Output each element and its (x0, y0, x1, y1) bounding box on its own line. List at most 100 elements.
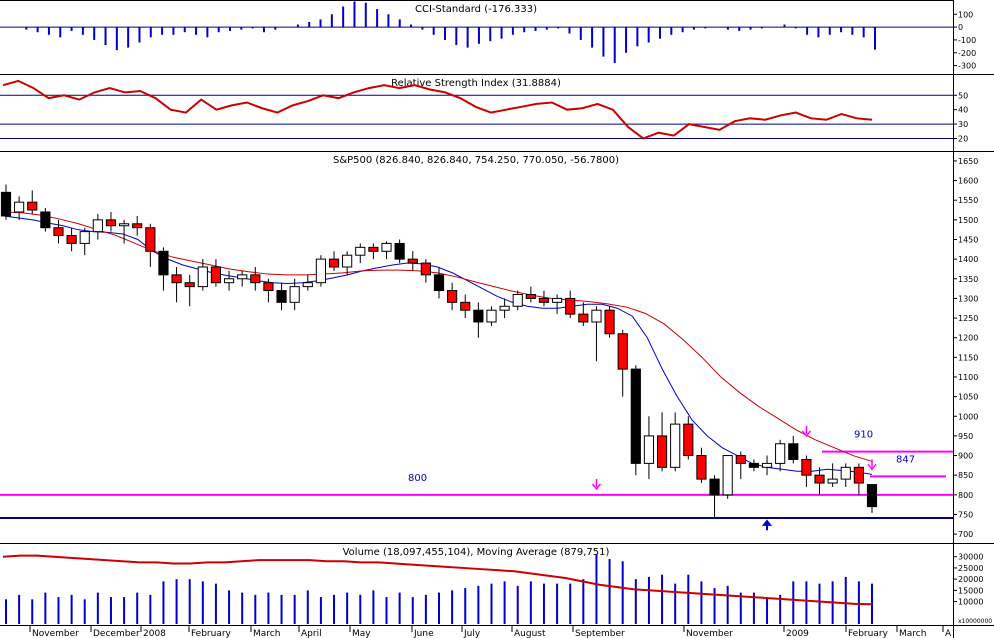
volume-tick-label: 30000 (958, 553, 983, 562)
candle-body (761, 462, 773, 468)
price-tick-label: 1300 (958, 294, 978, 303)
price-tick-label: 1150 (958, 353, 978, 362)
volume-unit-label: x10000000 (958, 618, 992, 625)
price-tick-label: 1450 (958, 235, 978, 244)
candle-body (342, 254, 353, 268)
candle-body (132, 223, 143, 229)
candle-body (748, 462, 760, 468)
candle-body (709, 478, 720, 496)
cci-title: CCI-Standard (-176.333) (415, 4, 537, 15)
x-tick-label: 2008 (143, 629, 166, 638)
rsi-tick-label: 40 (958, 106, 968, 115)
candle-body (578, 313, 589, 323)
candle-body (630, 368, 641, 464)
candle-body (79, 231, 90, 244)
candle-body (460, 301, 471, 311)
x-tick-label: December (93, 629, 140, 638)
price-tick-label: 1350 (958, 275, 978, 284)
candle-body (158, 250, 169, 276)
candle-body (565, 297, 576, 315)
candle-body (407, 258, 418, 264)
price-tick-label: 900 (958, 452, 973, 461)
candle-body (27, 201, 38, 211)
x-tick-label: February (848, 629, 889, 638)
sp500-title: S&P500 (826.840, 826.840, 754.250, 770.0… (333, 155, 619, 166)
arrow-head (761, 519, 773, 526)
rsi-tick-label: 20 (958, 134, 968, 143)
cci-tick-label: 0 (958, 23, 963, 32)
x-tick-label: April (301, 629, 322, 638)
candle-body (171, 274, 182, 284)
volume-tick-label: 25000 (958, 564, 983, 573)
candle-body (853, 466, 864, 484)
x-tick-label: November (32, 629, 79, 638)
candle-body (92, 219, 103, 233)
candle-body (66, 235, 77, 244)
candle-body (840, 466, 851, 480)
candle-body (381, 242, 392, 252)
price-tick-label: 1400 (958, 255, 978, 264)
x-tick-label: July (463, 629, 481, 638)
arrow-down-icon (801, 425, 811, 438)
candle-body (447, 290, 458, 303)
x-tick-label: May (352, 629, 371, 638)
volume-moving-average-line (2, 554, 873, 606)
candle-body (499, 305, 510, 311)
candle-body (145, 227, 156, 252)
candle-body (735, 455, 746, 464)
x-tick-label: August (514, 629, 546, 638)
candle-body (604, 309, 615, 335)
price-tick-label: 1250 (958, 314, 978, 323)
candle-body (263, 282, 274, 292)
candle-body (643, 435, 655, 464)
candle-body (118, 223, 130, 227)
x-tick-label: February (191, 629, 232, 638)
candle-body (302, 282, 313, 288)
candle-body (525, 293, 536, 299)
candle-body (14, 201, 25, 213)
arrow-down-icon (867, 459, 877, 471)
support-label: 800 (408, 473, 427, 484)
candle-body (656, 435, 668, 468)
price-tick-label: 950 (958, 432, 973, 441)
candle-body (328, 258, 340, 268)
candle-body (184, 282, 195, 288)
cci-tick-label: -100 (958, 36, 976, 45)
candle-body (223, 278, 235, 284)
price-tick-label: 1000 (958, 412, 978, 421)
x-tick-label: March (253, 629, 280, 638)
candle-body (591, 309, 602, 323)
volume-tick-label: 15000 (958, 586, 983, 595)
candle-body (866, 484, 878, 508)
arrow-down-icon (591, 478, 602, 491)
arrow-head (867, 463, 877, 471)
price-tick-label: 850 (958, 471, 973, 480)
rsi-title: Relative Strength Index (31.8884) (391, 78, 561, 89)
arrow-head (591, 483, 602, 491)
cci-tick-label: 100 (958, 10, 973, 19)
x-tick-label: A (945, 629, 952, 638)
arrow-up-icon (761, 519, 773, 531)
cci-tick-label: -200 (958, 49, 976, 58)
support-label: 910 (854, 430, 873, 441)
candle-body (250, 274, 261, 284)
candle-body (40, 211, 51, 229)
candle-body (512, 293, 523, 307)
arrow-head (801, 430, 811, 438)
price-tick-label: 700 (958, 530, 973, 539)
cci-tick-label: -300 (958, 62, 976, 71)
candle-body (775, 443, 786, 464)
candle-body (289, 286, 300, 303)
price-tick-label: 1100 (958, 373, 978, 382)
candle-body (788, 443, 799, 460)
x-tick-label: 2009 (786, 629, 809, 638)
volume-title: Volume (18,097,455,104), Moving Average … (343, 547, 610, 558)
price-tick-label: 1200 (958, 334, 978, 343)
candle-body (814, 474, 825, 484)
support-label: 847 (896, 454, 915, 465)
candle-body (683, 423, 694, 457)
rsi-tick-label: 50 (958, 91, 968, 100)
price-tick-label: 1650 (958, 157, 978, 166)
volume-tick-label: 20000 (958, 575, 983, 584)
